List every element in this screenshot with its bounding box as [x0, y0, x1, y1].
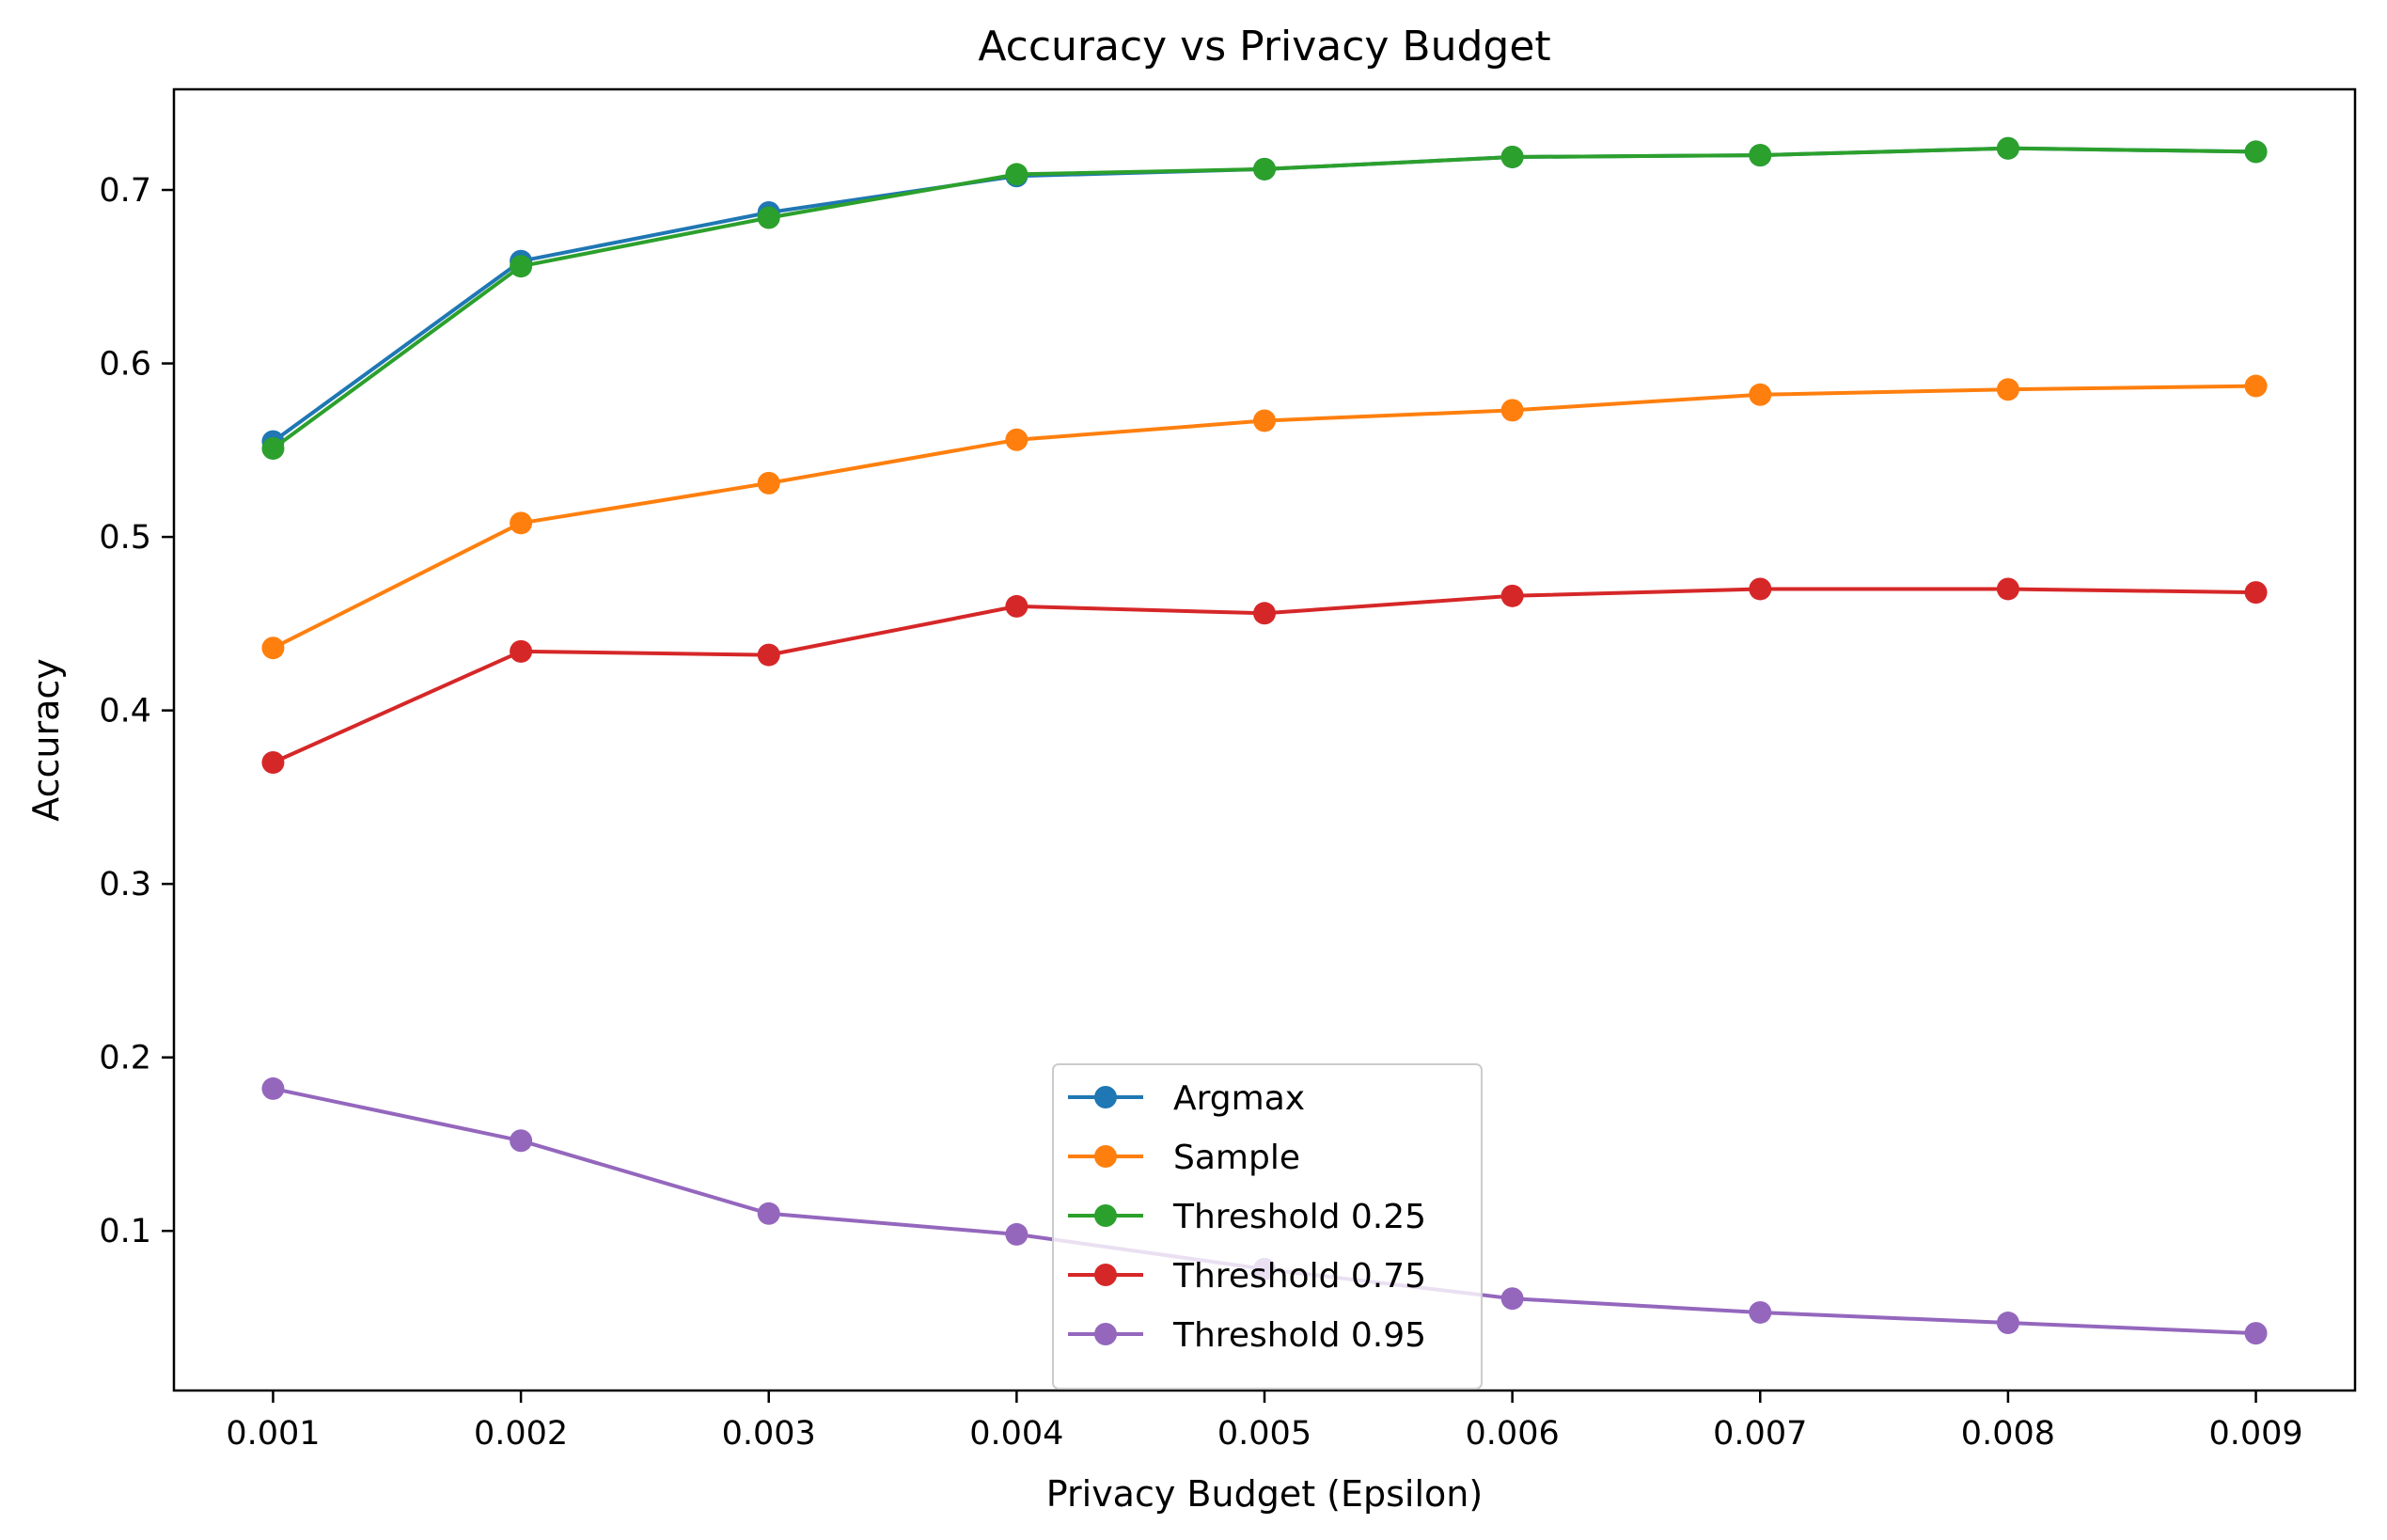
y-tick-label: 0.7 — [99, 172, 151, 210]
x-axis: 0.001 0.002 0.003 0.004 0.005 0.006 0.007 0.008… — [226, 1391, 2303, 1453]
data-point — [1005, 163, 1029, 186]
legend-frame — [1052, 1063, 1483, 1390]
data-point — [757, 471, 780, 495]
x-tick-label: 0.006 — [1466, 1415, 1560, 1453]
legend-item: Threshold 0.25 — [1068, 1198, 1426, 1236]
data-point — [1996, 136, 2019, 160]
legend-marker — [1094, 1145, 1117, 1168]
data-point — [1253, 602, 1276, 625]
series-sample — [261, 374, 2268, 660]
legend-label: Argmax — [1173, 1079, 1305, 1118]
data-point — [261, 436, 285, 460]
data-point — [261, 1076, 285, 1100]
legend-label: Threshold 0.95 — [1172, 1316, 1426, 1355]
data-point — [1253, 157, 1276, 181]
series-threshold-0-25 — [261, 136, 2268, 460]
legend-item: Argmax — [1068, 1079, 1305, 1118]
y-tick-label: 0.5 — [99, 519, 151, 557]
data-point — [1749, 577, 1772, 601]
data-point — [2244, 140, 2268, 164]
data-point — [1996, 1312, 2019, 1335]
legend-marker — [1094, 1204, 1117, 1227]
data-point — [1749, 383, 1772, 406]
legend-label: Threshold 0.25 — [1172, 1198, 1426, 1236]
data-point — [1500, 399, 1524, 422]
data-point — [1005, 1222, 1029, 1246]
data-point — [1749, 1300, 1772, 1324]
data-point — [757, 1202, 780, 1225]
data-point — [261, 636, 285, 660]
y-axis: 0.1 0.2 0.3 0.4 0.5 0.6 0.7 — [99, 172, 174, 1250]
legend-item: Threshold 0.95 — [1068, 1316, 1426, 1355]
legend: Argmax Sample Threshold 0.25 Threshold 0.75… — [1052, 1063, 1483, 1390]
series-threshold-0-75 — [261, 577, 2268, 774]
x-axis-label: Privacy Budget (Epsilon) — [1046, 1473, 1483, 1515]
x-tick-label: 0.005 — [1217, 1415, 1311, 1453]
legend-marker — [1094, 1086, 1117, 1108]
data-point — [510, 511, 533, 535]
data-point — [757, 206, 780, 229]
data-point — [757, 643, 780, 667]
data-point — [1500, 1287, 1524, 1311]
data-point — [1253, 409, 1276, 432]
x-tick-label: 0.008 — [1961, 1415, 2055, 1453]
legend-label: Sample — [1173, 1139, 1300, 1177]
data-point — [510, 1129, 533, 1153]
data-point — [2244, 1322, 2268, 1345]
x-tick-label: 0.002 — [474, 1415, 568, 1453]
legend-marker — [1094, 1264, 1117, 1286]
y-tick-label: 0.4 — [99, 693, 151, 731]
data-point — [2244, 581, 2268, 605]
data-point — [1996, 378, 2019, 401]
legend-marker — [1094, 1323, 1117, 1345]
x-tick-label: 0.001 — [226, 1415, 320, 1453]
data-point — [261, 750, 285, 774]
y-tick-label: 0.2 — [99, 1040, 151, 1077]
data-point — [1749, 144, 1772, 167]
data-point — [1005, 594, 1029, 618]
series-layer — [261, 136, 2268, 1345]
x-tick-label: 0.004 — [969, 1415, 1063, 1453]
y-tick-label: 0.1 — [99, 1213, 151, 1250]
y-tick-label: 0.3 — [99, 866, 151, 904]
y-axis-label: Accuracy — [25, 658, 67, 822]
data-point — [1500, 584, 1524, 607]
data-point — [1005, 428, 1029, 451]
chart-title: Accuracy vs Privacy Budget — [978, 23, 1550, 71]
x-tick-label: 0.007 — [1713, 1415, 1807, 1453]
legend-label: Threshold 0.75 — [1172, 1257, 1426, 1296]
data-point — [1500, 145, 1524, 168]
x-tick-label: 0.003 — [722, 1415, 816, 1453]
y-tick-label: 0.6 — [99, 346, 151, 384]
legend-item: Sample — [1068, 1139, 1300, 1177]
data-point — [510, 255, 533, 278]
data-point — [1996, 577, 2019, 601]
data-point — [2244, 374, 2268, 398]
x-tick-label: 0.009 — [2208, 1415, 2302, 1453]
legend-item: Threshold 0.75 — [1068, 1257, 1426, 1296]
data-point — [510, 639, 533, 663]
